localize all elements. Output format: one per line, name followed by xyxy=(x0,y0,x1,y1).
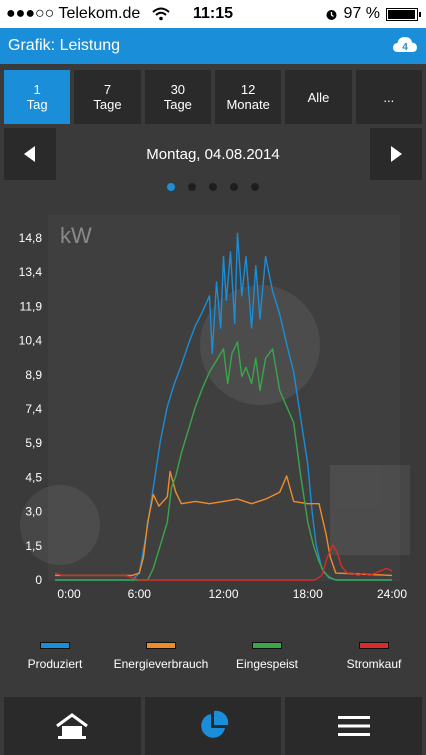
page-title: Grafik: Leistung xyxy=(8,37,121,54)
plot-background xyxy=(48,215,400,581)
legend-swatch xyxy=(146,642,176,649)
hamburger-menu-icon xyxy=(337,716,370,736)
pie-chart-icon xyxy=(201,710,229,738)
legend-item-stromkauf[interactable]: Stromkauf xyxy=(338,642,410,671)
page-dot xyxy=(209,183,217,191)
series-line-produziert xyxy=(55,232,392,581)
previous-day-button[interactable] xyxy=(4,128,56,180)
charts-button[interactable] xyxy=(144,697,282,755)
home-button[interactable] xyxy=(4,697,141,755)
series-line-energieverbrauch xyxy=(55,470,393,577)
legend-item-eingespeist[interactable]: Eingespeist xyxy=(230,642,304,671)
tab-7-tage[interactable]: 7 Tage xyxy=(74,70,141,124)
page-dot xyxy=(188,183,196,191)
page-dot xyxy=(167,183,175,191)
cloud-icon: 4 xyxy=(393,37,417,53)
series-line-eingespeist xyxy=(55,341,392,581)
x-tick-label: 12:00 xyxy=(208,587,238,601)
cloud-badge: 4 xyxy=(402,42,408,53)
series-line-stromkauf xyxy=(54,544,393,581)
legend-item-produziert[interactable]: Produziert xyxy=(22,642,88,671)
background-watermark xyxy=(20,285,410,565)
carrier-label: ●●●○○ Telekom.de xyxy=(6,5,141,22)
battery-icon xyxy=(386,7,421,21)
page-indicator[interactable] xyxy=(0,183,426,193)
legend-swatch xyxy=(252,642,282,649)
y-tick-label: 10,4 xyxy=(19,334,43,348)
title-bar: Grafik: Leistung 4 xyxy=(0,28,426,64)
y-tick-label: 7,4 xyxy=(25,402,42,416)
page-dot xyxy=(230,183,238,191)
legend-swatch xyxy=(359,642,389,649)
clock: 11:15 xyxy=(192,5,234,22)
bottom-navigation xyxy=(4,697,423,755)
y-tick-label: 13,4 xyxy=(19,265,43,279)
home-icon xyxy=(56,713,89,739)
y-tick-label: 14,8 xyxy=(19,231,43,245)
y-tick-label: 1,5 xyxy=(25,539,42,553)
power-chart[interactable]: kW 14,8 13,4 11,9 10,4 8,9 7,4 5,9 4,5 3,0 1,5 0 0… xyxy=(0,205,426,605)
unit-label: kW xyxy=(60,223,92,248)
tab-12-monate[interactable]: 12 Monate xyxy=(214,70,282,124)
alarm-icon xyxy=(326,9,337,20)
battery-percent: 97 % xyxy=(343,5,380,22)
page-dot xyxy=(251,183,259,191)
chevron-right-icon xyxy=(391,146,402,162)
menu-button[interactable] xyxy=(285,697,423,755)
y-tick-label: 0 xyxy=(35,573,42,587)
date-navigation: Montag, 04.08.2014 xyxy=(4,128,422,180)
y-tick-label: 3,0 xyxy=(25,505,42,519)
y-tick-label: 4,5 xyxy=(25,470,42,484)
y-tick-label: 8,9 xyxy=(25,368,42,382)
x-tick-label: 18:00 xyxy=(293,587,323,601)
wifi-icon xyxy=(152,7,170,21)
status-bar: ●●●○○ Telekom.de 11:15 97 % xyxy=(0,0,426,28)
legend-item-energieverbrauch[interactable]: Energieverbrauch xyxy=(106,642,216,671)
tab-30-tage[interactable]: 30 Tage xyxy=(144,70,211,124)
tab-more[interactable]: ... xyxy=(355,70,422,124)
tab-1-tag[interactable]: 1 Tag xyxy=(4,70,71,124)
x-tick-label: 6:00 xyxy=(128,587,152,601)
y-tick-label: 5,9 xyxy=(25,436,42,450)
legend-swatch xyxy=(40,642,70,649)
date-label: Montag, 04.08.2014 xyxy=(146,145,280,163)
tab-alle[interactable]: Alle xyxy=(285,70,352,124)
x-tick-label: 0:00 xyxy=(57,587,81,601)
range-tabs: 1 Tag 7 Tage 30 Tage 12 Monate Alle ... xyxy=(4,70,422,124)
chart-legend: Produziert Energieverbrauch Eingespeist … xyxy=(0,642,426,678)
y-tick-label: 11,9 xyxy=(20,299,43,313)
cloud-sync-button[interactable]: 4 xyxy=(392,35,418,60)
chart-svg: kW 14,8 13,4 11,9 10,4 8,9 7,4 5,9 4,5 3,0 1,5 0 0… xyxy=(19,215,410,601)
chevron-left-icon xyxy=(24,146,35,162)
next-day-button[interactable] xyxy=(370,128,422,180)
x-tick-label: 24:00 xyxy=(377,587,407,601)
